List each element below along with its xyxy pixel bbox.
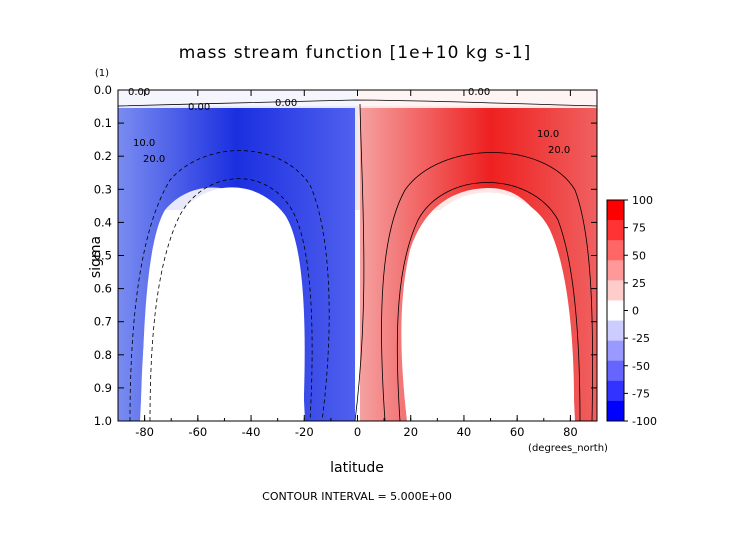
contour-interval-note: CONTOUR INTERVAL = 5.000E+00 [262, 490, 452, 503]
y-axis-units: (1) [95, 68, 109, 79]
field-upper-band [118, 90, 597, 106]
x-tick-label: 60 [510, 425, 525, 439]
contour-zero-top [118, 99, 597, 107]
colorbar-tick-label: 75 [632, 222, 646, 235]
y-tick-label: 0.1 [94, 116, 112, 130]
colorbar: 100 75 50 25 0 -25 -50 -75 -100 [606, 194, 657, 428]
contour-label: 0.00 [468, 87, 490, 98]
chart-title: mass stream function [1e+10 kg s-1] [179, 43, 532, 63]
contour-label: 20.0 [143, 154, 165, 165]
colorbar-swatch [607, 240, 624, 261]
y-tick-label: 0.4 [94, 215, 112, 229]
contour-label: 0.00 [188, 102, 210, 113]
contours [118, 99, 597, 421]
field-southern-cell [118, 108, 355, 421]
field-northern-cell [360, 108, 597, 421]
y-tick-label: 0.2 [94, 149, 112, 163]
colorbar-tick-label: -75 [632, 387, 650, 400]
x-tick-label: 40 [457, 425, 472, 439]
colorbar-swatch [607, 380, 624, 402]
colorbar-swatch [607, 280, 624, 301]
y-tick-label: 0.0 [94, 83, 112, 97]
x-tick-label: -80 [135, 425, 154, 439]
x-axis-units: (degrees_north) [528, 443, 608, 454]
colorbar-swatch [607, 200, 624, 221]
contour-sh-1 [149, 178, 313, 421]
colorbar-tick-label: 50 [632, 249, 646, 262]
x-tick-label: -40 [242, 425, 261, 439]
x-axis: -80 -60 -40 -20 0 20 40 60 80 [117, 90, 598, 439]
plot-area [118, 90, 597, 421]
y-axis: 0.0 0.1 0.2 0.3 0.4 0.5 0.6 0.7 0.8 0.9 1.0 [94, 83, 597, 428]
colorbar-tick-label: -50 [632, 360, 650, 373]
y-tick-label: 1.0 [94, 414, 112, 428]
colorbar-tick-label: -100 [632, 415, 657, 428]
x-tick-label: 80 [563, 425, 578, 439]
colorbar-swatch [607, 260, 624, 281]
colorbar-swatch [607, 400, 624, 422]
contour-label: 0.00 [128, 87, 150, 98]
colorbar-tick-label: 100 [632, 194, 653, 207]
dome-northern [405, 192, 575, 421]
colorbar-swatch [607, 320, 624, 341]
contour-nh-1 [396, 182, 581, 421]
x-tick-label: -60 [188, 425, 207, 439]
colorbar-tick-label: 25 [632, 277, 646, 290]
contour-label: 10.0 [133, 138, 155, 149]
x-tick-label: 0 [354, 425, 361, 439]
y-tick-label: 0.5 [94, 249, 112, 263]
colorbar-swatch [607, 340, 624, 362]
colorbar-swatch [607, 300, 624, 321]
y-tick-label: 0.6 [94, 282, 112, 296]
contour-nh-2 [381, 152, 594, 421]
x-tick-label: -20 [295, 425, 314, 439]
x-axis-label: latitude [330, 460, 384, 476]
contour-zero-mid [354, 103, 365, 421]
colorbar-tick-label: 0 [632, 305, 639, 318]
dome-southern [141, 187, 305, 421]
colorbar-tick-label: -25 [632, 332, 650, 345]
y-tick-label: 0.9 [94, 381, 112, 395]
y-tick-label: 0.8 [94, 348, 112, 362]
colorbar-swatch [607, 220, 624, 241]
contour-label: 20.0 [548, 145, 570, 156]
y-tick-label: 0.7 [94, 315, 112, 329]
y-axis-label: sigma [88, 236, 104, 278]
colorbar-swatch [607, 360, 624, 382]
contour-label: 0.00 [275, 98, 297, 109]
contour-sh-2 [129, 150, 330, 421]
x-tick-label: 20 [403, 425, 418, 439]
y-tick-label: 0.3 [94, 182, 112, 196]
contour-label: 10.0 [537, 129, 559, 140]
